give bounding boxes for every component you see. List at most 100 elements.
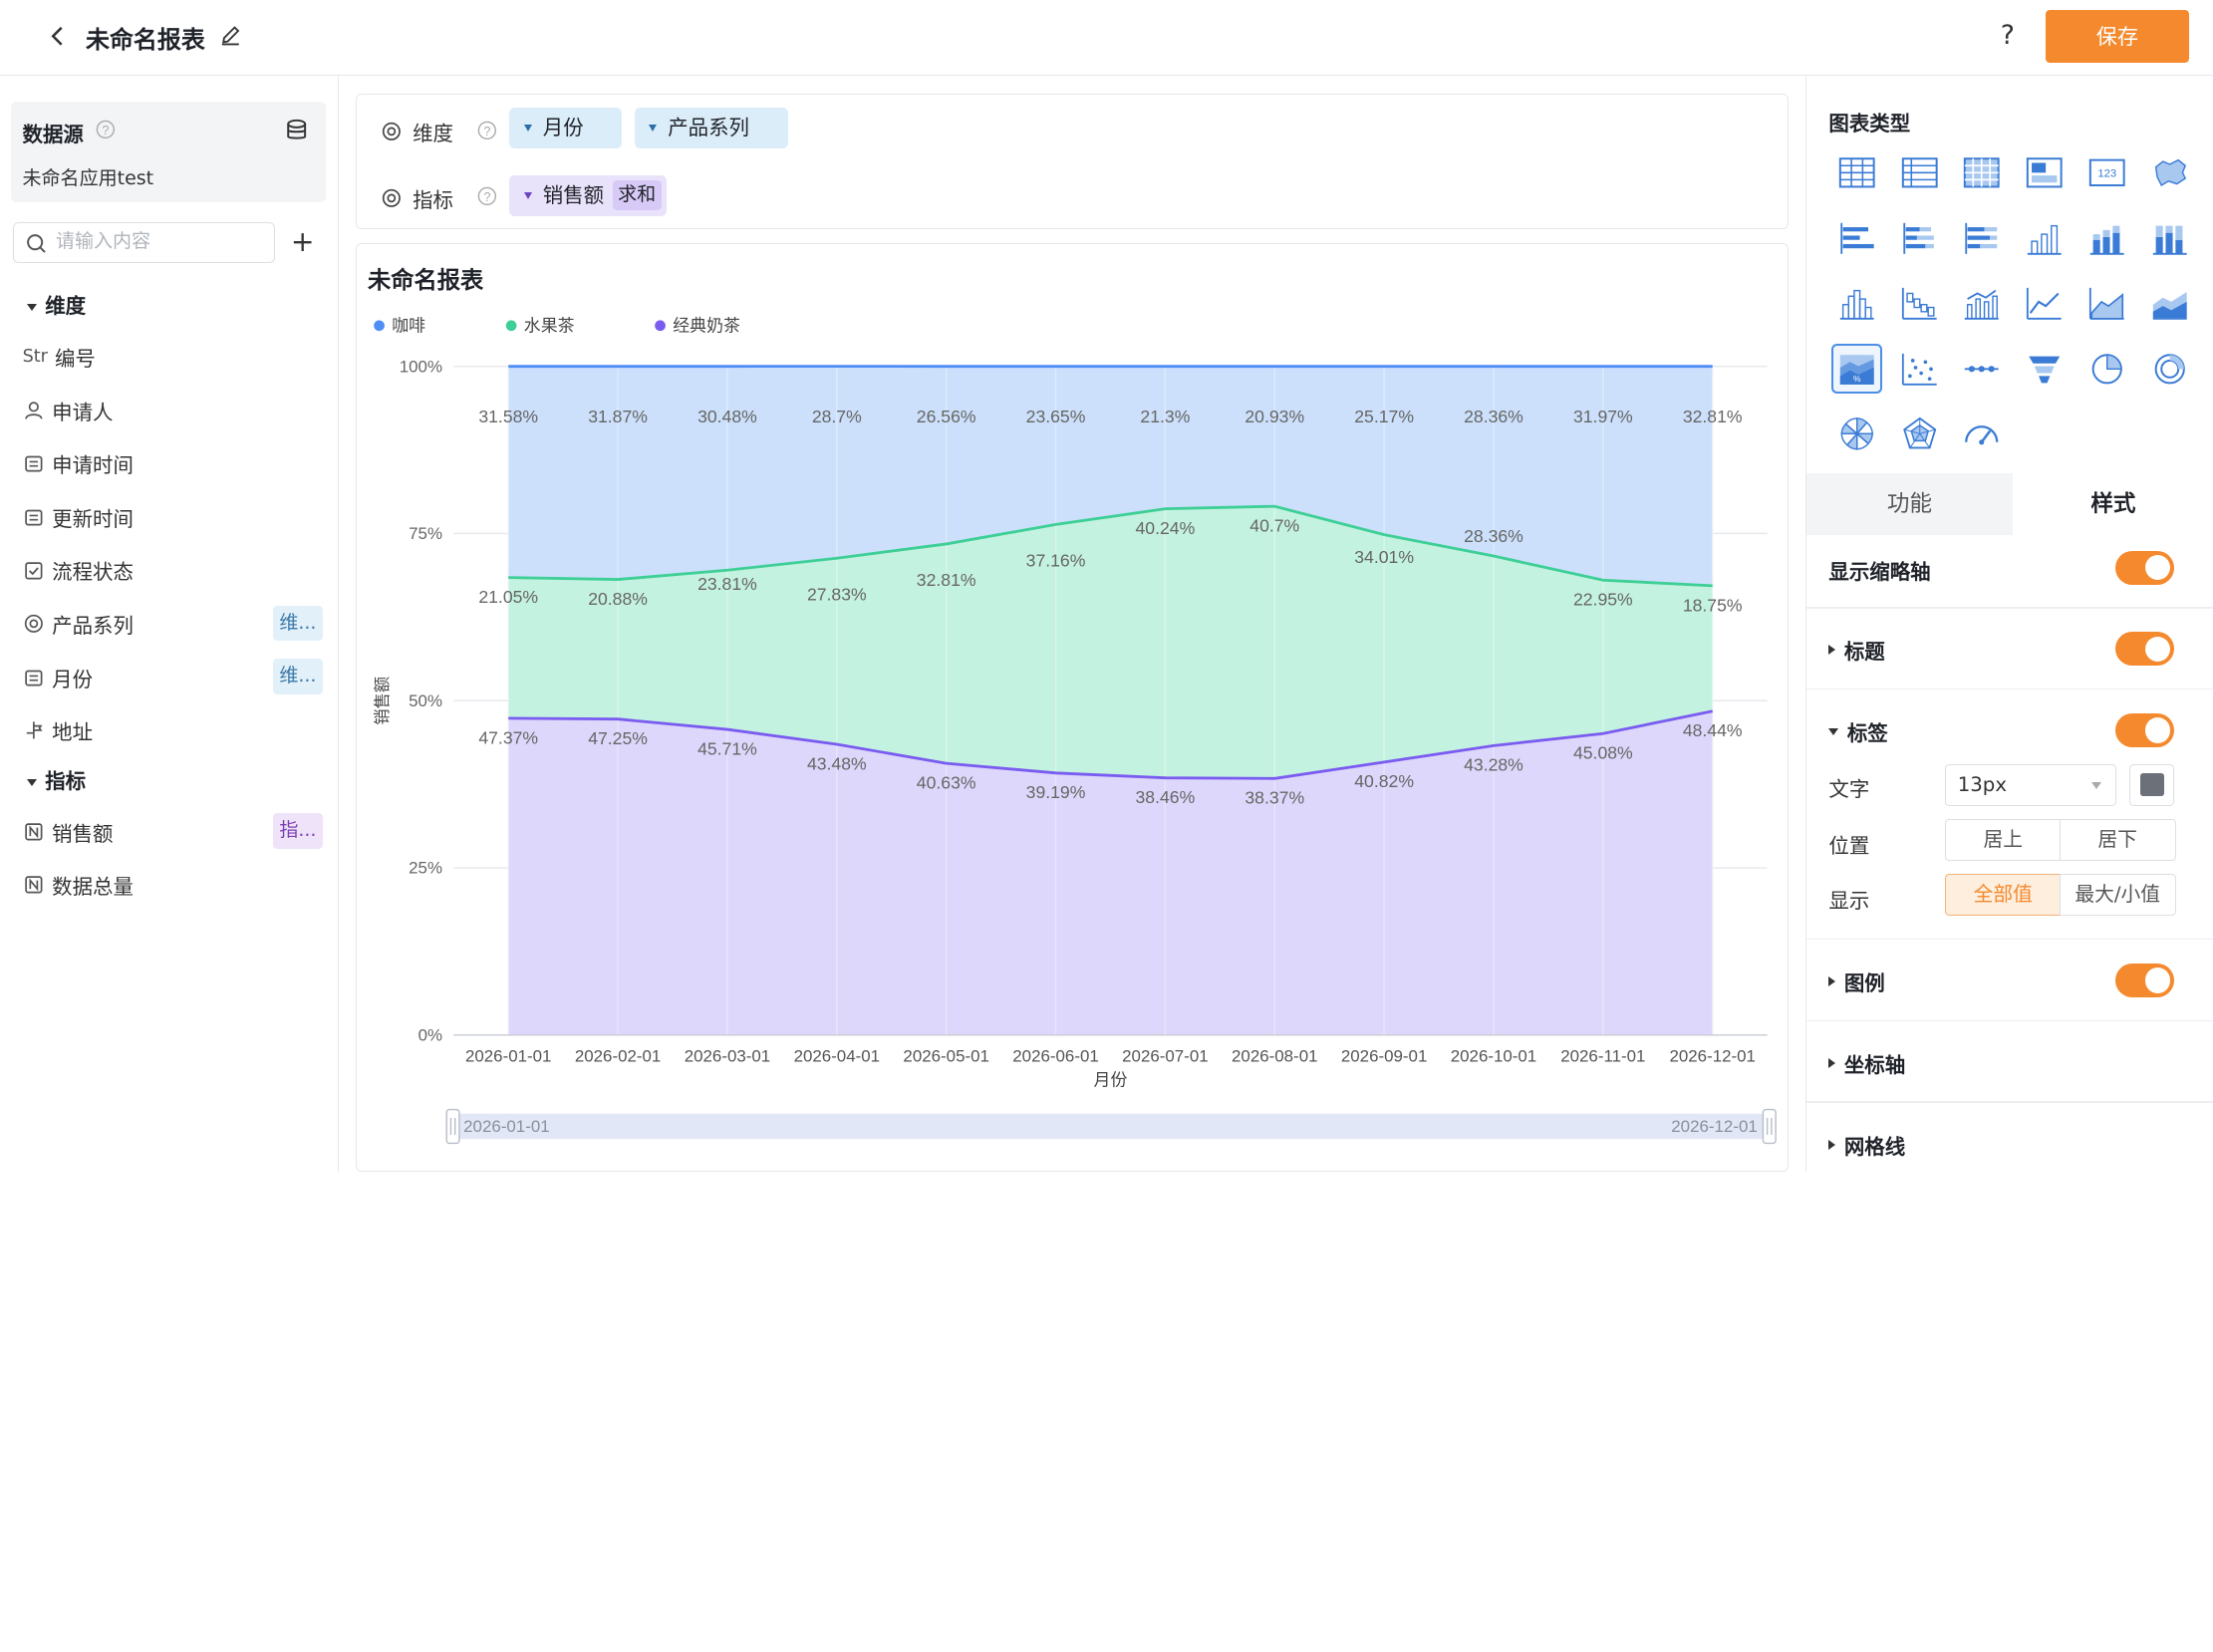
dimension-section-label: 维度 — [45, 294, 86, 318]
config-panel: 图表类型 123% 功能 样式 显示缩略轴 标题 标签 文字 13px 位置 居… — [1805, 76, 2213, 1172]
data-label: 39.19% — [1025, 782, 1085, 802]
legend-section-header[interactable]: 图例 — [1828, 966, 1884, 996]
label-toggle[interactable] — [2115, 713, 2174, 747]
field-item-product-series[interactable]: 产品系列 — [23, 609, 134, 640]
axis-section-header[interactable]: 坐标轴 — [1828, 1048, 1905, 1078]
zoom-handle-right[interactable] — [1763, 1109, 1776, 1143]
save-button[interactable]: 保存 — [2046, 10, 2189, 64]
line-chart-icon[interactable] — [2019, 278, 2070, 329]
question-icon[interactable]: ? — [477, 121, 497, 140]
dimension-pill-month[interactable]: 月份 — [509, 108, 622, 148]
map-icon[interactable] — [2144, 147, 2195, 198]
divider — [1806, 1101, 2213, 1102]
add-field-button[interactable]: + — [291, 225, 315, 258]
label-color-picker[interactable] — [2129, 764, 2174, 806]
dimension-section-header[interactable]: 维度 — [27, 289, 86, 319]
field-item-data-count[interactable]: 数据总量 — [23, 870, 134, 901]
percent-bar-horizontal-icon[interactable] — [1957, 213, 2008, 264]
label-section-header[interactable]: 标签 — [1828, 716, 1887, 746]
stacked-bar-horizontal-icon[interactable] — [1894, 213, 1945, 264]
field-item-address[interactable]: 地址 — [23, 715, 93, 746]
legend-label: 经典奶茶 — [673, 316, 740, 335]
combo-chart-icon[interactable] — [1957, 278, 2008, 329]
percent-stacked-area-icon[interactable]: % — [1831, 344, 1882, 395]
divider — [1806, 607, 2213, 608]
pivot-table-icon[interactable] — [1957, 147, 2008, 198]
title-toggle[interactable] — [2115, 632, 2174, 666]
show-zoom-toggle[interactable] — [2115, 551, 2174, 585]
data-label: 48.44% — [1683, 720, 1743, 740]
field-label: 数据总量 — [52, 870, 134, 900]
field-search[interactable] — [13, 222, 276, 263]
gridline-section-header[interactable]: 网格线 — [1828, 1130, 1905, 1160]
legend-marker[interactable] — [505, 320, 516, 331]
tab-function[interactable]: 功能 — [1806, 473, 2013, 535]
position-bottom-option[interactable]: 居下 — [2060, 819, 2176, 861]
question-icon[interactable]: ? — [96, 120, 116, 139]
database-switch-icon[interactable] — [284, 118, 309, 142]
display-all-option[interactable]: 全部值 — [1945, 874, 2061, 916]
legend-marker[interactable] — [374, 320, 385, 331]
metric-section-header[interactable]: 指标 — [27, 764, 86, 794]
metric-pill-sales[interactable]: 销售额求和 — [509, 175, 667, 216]
pill-label: 月份 — [543, 108, 584, 148]
data-label: 27.83% — [807, 584, 867, 604]
person-icon — [23, 399, 46, 421]
divider — [1806, 688, 2213, 689]
waterfall-icon[interactable] — [1894, 278, 1945, 329]
y-tick-label: 75% — [409, 524, 442, 543]
kpi-number-icon[interactable]: 123 — [2081, 147, 2132, 198]
top-bar: 未命名报表 ? 保存 — [0, 0, 2213, 76]
stacked-area-chart[interactable]: 咖啡水果茶经典奶茶0%25%50%75%100%47.37%47.25%45.7… — [357, 244, 1789, 1172]
dot-line-icon[interactable] — [1957, 344, 2008, 395]
rose-chart-icon[interactable] — [1831, 409, 1882, 459]
zoom-track[interactable] — [453, 1114, 1769, 1139]
svg-text:?: ? — [483, 190, 490, 204]
column-icon[interactable] — [2019, 213, 2070, 264]
field-item-apply-time[interactable]: 申请时间 — [23, 448, 134, 479]
area-chart-icon[interactable] — [2081, 278, 2132, 329]
stacked-area-icon[interactable] — [2144, 278, 2195, 329]
field-label: 产品系列 — [52, 609, 134, 639]
dimension-pill-product-series[interactable]: 产品系列 — [635, 108, 788, 148]
field-item-sales[interactable]: 销售额 — [23, 816, 114, 847]
display-minmax-option[interactable]: 最大/小值 — [2060, 874, 2176, 916]
field-label: 流程状态 — [52, 555, 134, 585]
percent-column-icon[interactable] — [2144, 213, 2195, 264]
search-input[interactable] — [56, 228, 267, 256]
datasource-label: 数据源 — [23, 118, 84, 147]
metric-label: 指标 — [413, 183, 453, 213]
radar-icon[interactable] — [1894, 409, 1945, 459]
card-icon[interactable] — [2019, 147, 2070, 198]
field-item-month[interactable]: 月份 — [23, 662, 93, 692]
edit-icon[interactable] — [219, 24, 244, 49]
histogram-icon[interactable] — [1831, 278, 1882, 329]
table-icon[interactable] — [1831, 147, 1882, 198]
bar-horizontal-icon[interactable] — [1831, 213, 1882, 264]
field-item-applicant[interactable]: 申请人 — [23, 395, 114, 425]
position-top-option[interactable]: 居上 — [1945, 819, 2061, 861]
stacked-column-icon[interactable] — [2081, 213, 2132, 264]
field-item-status[interactable]: 流程状态 — [23, 555, 134, 586]
font-size-select[interactable]: 13px — [1945, 764, 2116, 806]
tab-style[interactable]: 样式 — [2013, 473, 2213, 535]
detail-table-icon[interactable] — [1894, 147, 1945, 198]
legend-marker[interactable] — [655, 320, 666, 331]
legend-toggle[interactable] — [2115, 964, 2174, 997]
donut-icon[interactable] — [2144, 344, 2195, 395]
question-icon[interactable]: ? — [477, 186, 497, 206]
dimension-tag: 维... — [273, 659, 324, 693]
zoom-handle-left[interactable] — [446, 1109, 459, 1143]
help-icon[interactable]: ? — [1994, 20, 2022, 51]
back-icon[interactable] — [42, 21, 73, 52]
scatter-icon[interactable] — [1894, 344, 1945, 395]
title-section-header[interactable]: 标题 — [1828, 635, 1884, 665]
field-item-update-time[interactable]: 更新时间 — [23, 501, 134, 532]
gauge-icon[interactable] — [1957, 409, 2008, 459]
data-label: 40.24% — [1135, 518, 1195, 538]
funnel-icon[interactable] — [2019, 344, 2070, 395]
pie-icon[interactable] — [2081, 344, 2132, 395]
x-tick-label: 2026-07-01 — [1122, 1047, 1208, 1066]
data-label: 43.28% — [1464, 755, 1523, 775]
